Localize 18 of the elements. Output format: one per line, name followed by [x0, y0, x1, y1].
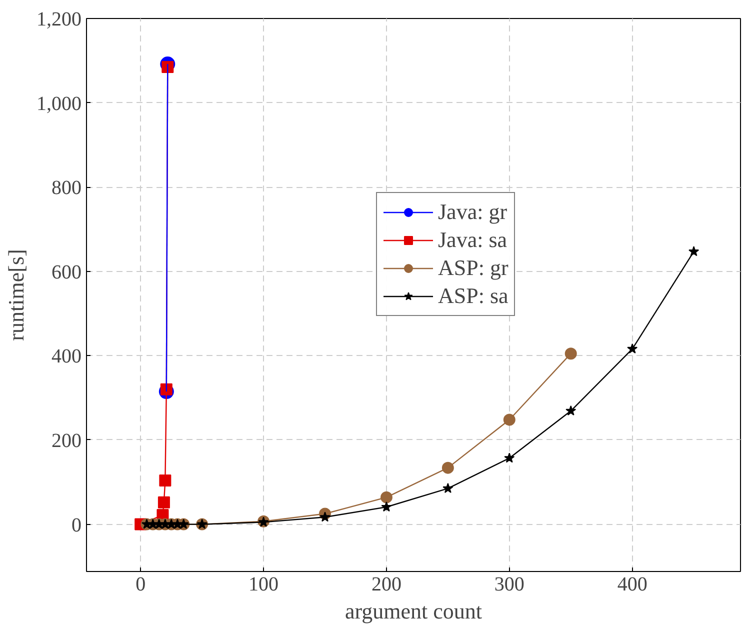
y-axis-title: runtime[s]	[4, 249, 28, 341]
legend-label: ASP: gr	[438, 255, 508, 281]
x-axis-title: argument count	[344, 598, 482, 624]
y-tick-label: 800	[52, 177, 82, 200]
x-tick-label: 100	[248, 574, 279, 596]
legend-label: ASP: sa	[438, 283, 508, 309]
y-tick-label: 0	[72, 514, 82, 536]
y-tick-label: 600	[52, 261, 82, 284]
y-tick-label: 1,200	[36, 8, 82, 30]
x-tick-label: 300	[494, 574, 524, 596]
legend-label: Java: sa	[438, 227, 508, 253]
y-tick-label: 200	[52, 430, 82, 452]
x-tick-label: 400	[617, 574, 648, 596]
y-tick-label: 1,000	[36, 92, 82, 115]
y-tick-label: 400	[52, 346, 82, 368]
x-tick-label: 200	[371, 574, 402, 596]
legend-label: Java: gr	[438, 199, 508, 225]
x-tick-label: 0	[136, 574, 146, 596]
